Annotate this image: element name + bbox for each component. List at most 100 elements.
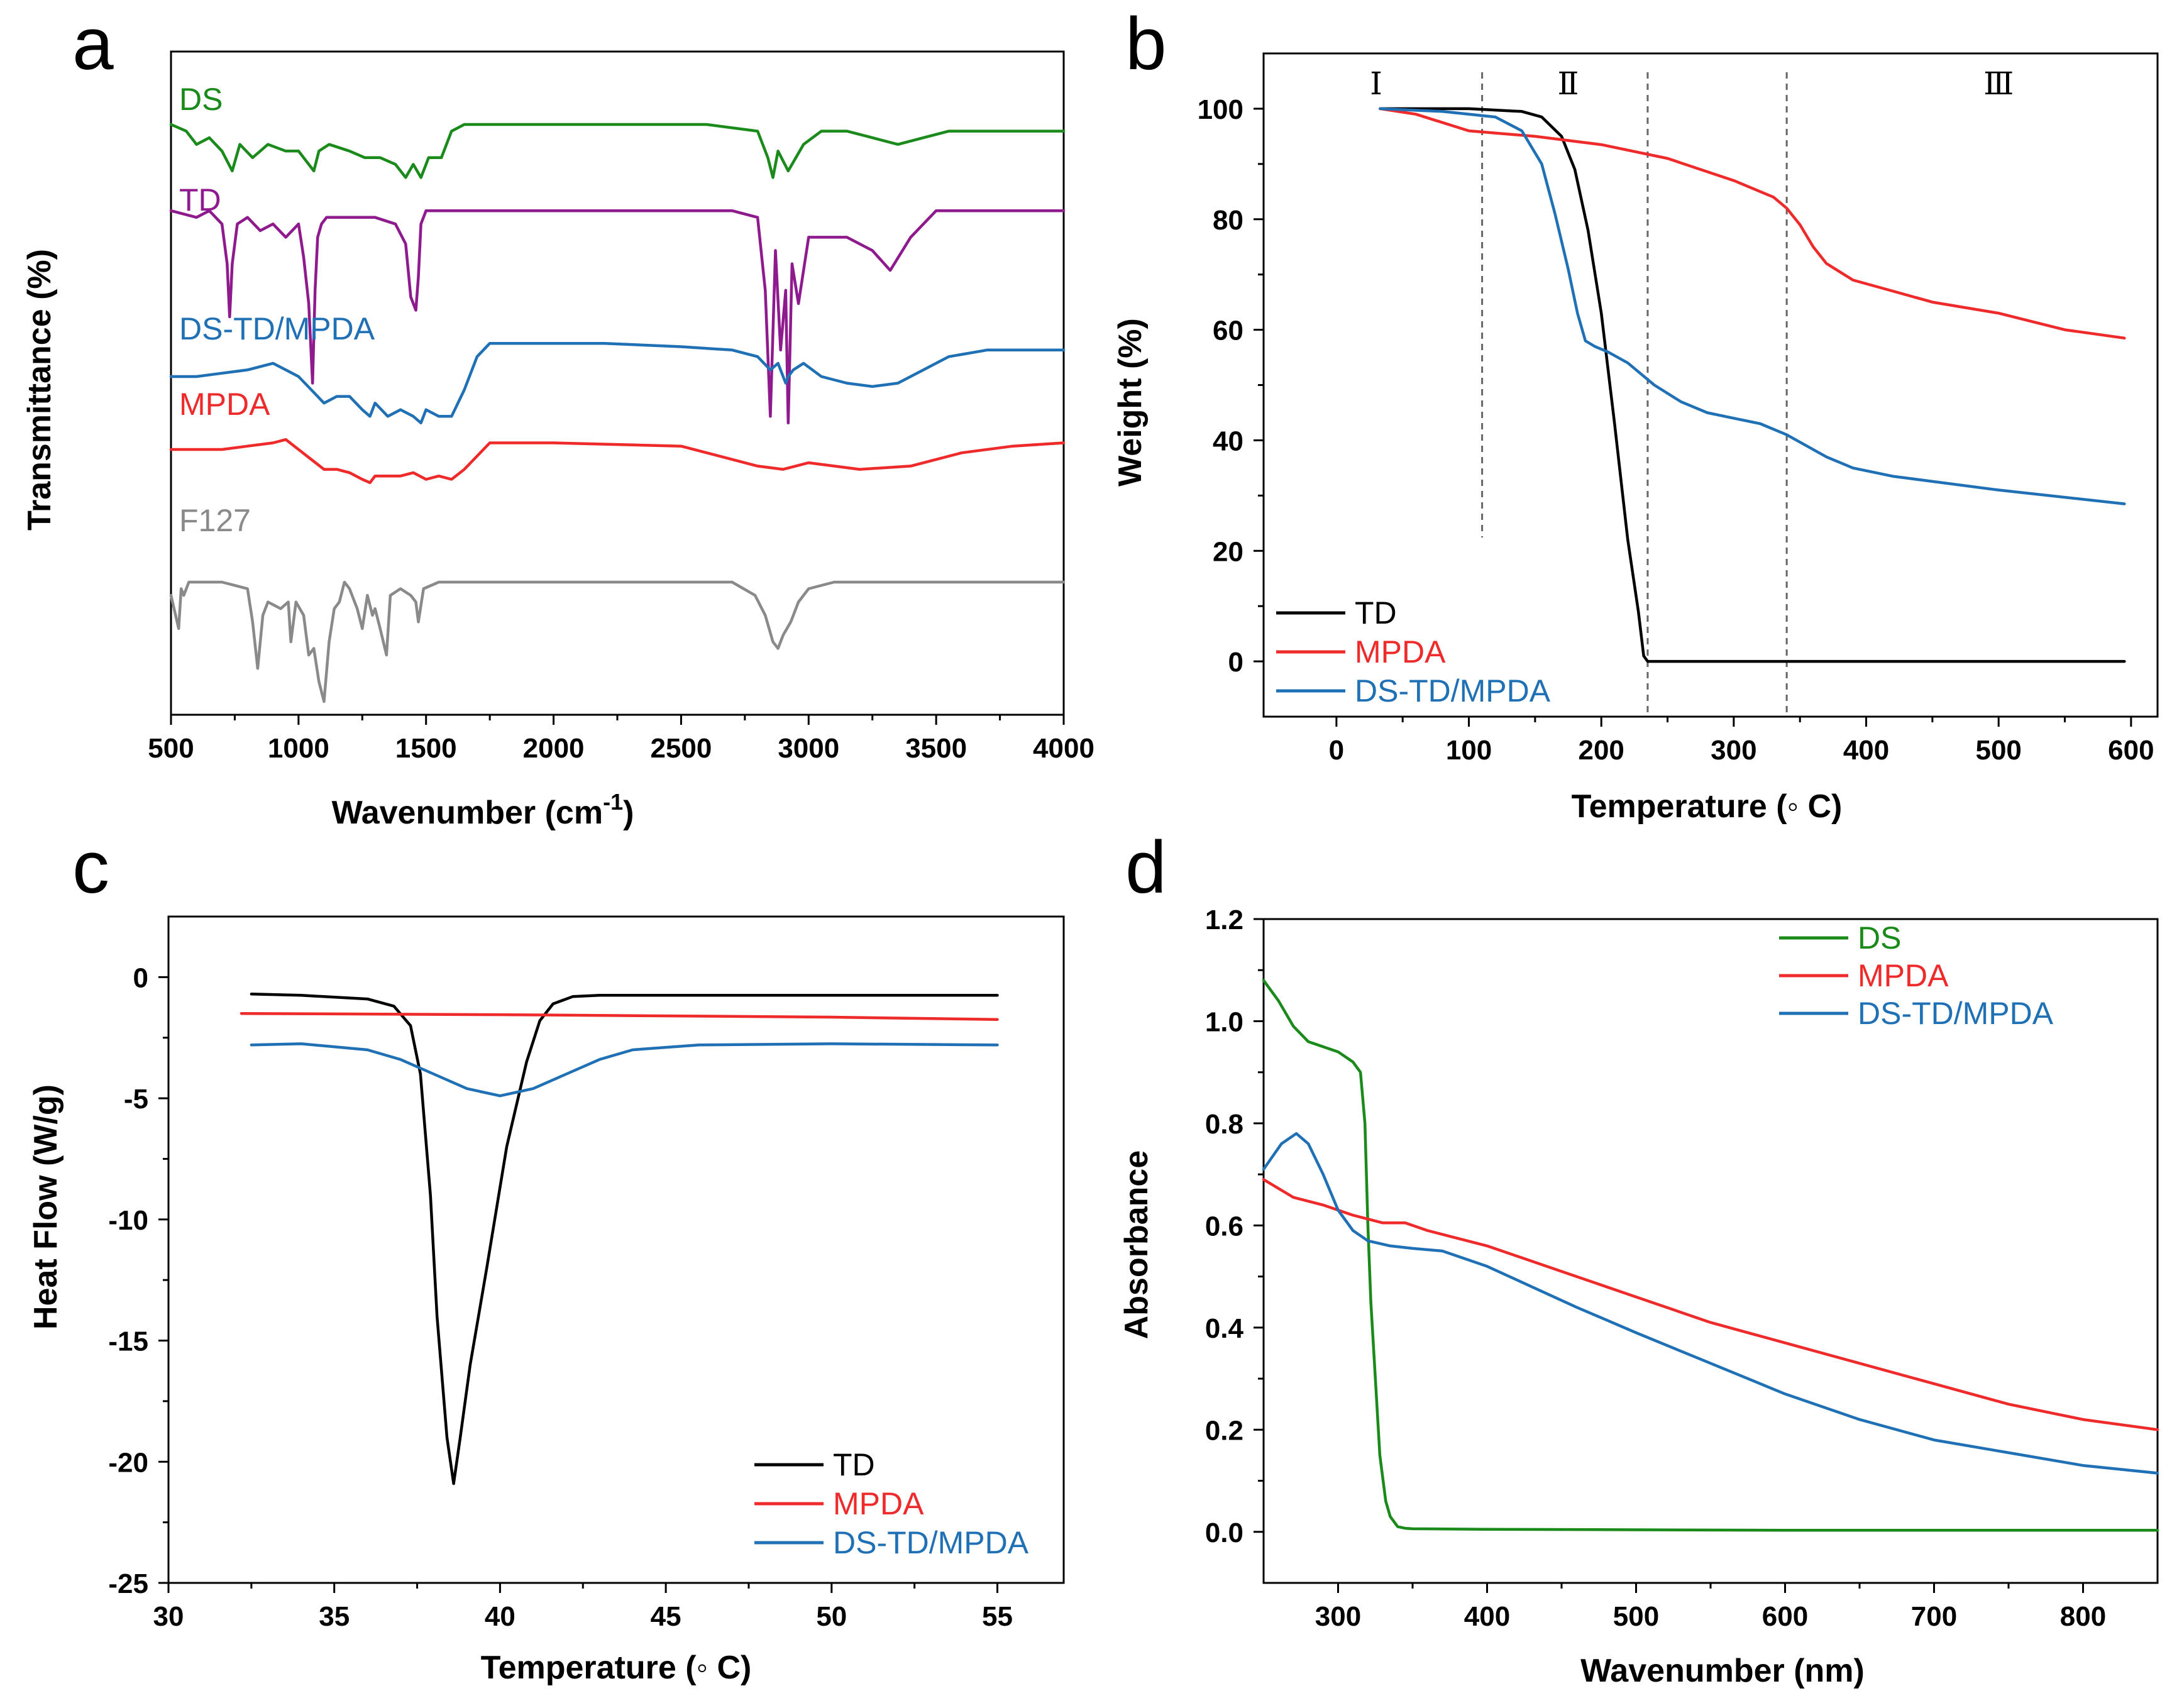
panel-b-x-tick-label: 300: [1711, 735, 1756, 766]
panel-d-legend-label: DS: [1858, 920, 1901, 956]
panel-d-series-mpda: [1262, 1178, 2159, 1431]
panel-a-series-f127: [169, 580, 1066, 703]
panel-c-x-tick-label: 55: [982, 1601, 1013, 1632]
panel-a-series-td: [169, 209, 1066, 425]
panel-c-y-tick-label: -10: [108, 1205, 148, 1236]
panel-c-legend-label: DS-TD/MPDA: [833, 1525, 1029, 1560]
panel-b-y-tick-label: 100: [1198, 94, 1243, 125]
panel-d-x-tick-label: 300: [1315, 1601, 1361, 1632]
panel-a-x-tick-label: 3000: [778, 733, 839, 764]
panel-d-x-tick-label: 500: [1613, 1601, 1659, 1632]
panel-b-x-tick-label: 500: [1975, 735, 2021, 766]
panel-b-y-tick-label: 80: [1213, 205, 1243, 236]
panel-b-y-tick-label: 60: [1213, 316, 1243, 346]
panel-d-y-tick-label: 0.8: [1205, 1109, 1243, 1140]
panel-a-series-label: F127: [179, 503, 251, 538]
panel-b-x-tick-label: 600: [2108, 735, 2154, 766]
panel-c-x-tick-label: 30: [153, 1601, 184, 1632]
panel-a-x-tick-label: 500: [148, 733, 194, 764]
panel-b: b 0 100 200 300 400 500 600 0 20 40 60 80 100 Ⅰ Ⅱ Ⅲ TDM…: [1112, 3, 2159, 825]
panel-c-legend-label: TD: [833, 1447, 875, 1482]
panel-d-y-tick-label: 1.2: [1205, 905, 1243, 935]
panel-letter-c: c: [72, 826, 109, 909]
panel-a-x-tick-label: 3500: [905, 733, 967, 764]
panel-d-x-tick-label: 700: [1911, 1601, 1957, 1632]
panel-c-series-td: [250, 993, 999, 1485]
panel-c-marks: TD MPDA DS-TD/MPDA: [240, 993, 1029, 1560]
panel-c-x-tick-label: 35: [319, 1601, 350, 1632]
panel-d-legend-label: DS-TD/MPDA: [1858, 996, 2054, 1031]
panel-b-axes: 0 100 200 300 400 500 600 0 20 40 60 80 100: [1198, 52, 2159, 766]
panel-a-series-mpda: [169, 438, 1066, 485]
panel-a-axes: 500 1000 1500 2000 2500 3000 3500 4000: [148, 50, 1094, 764]
panel-a-series-label: DS-TD/MPDA: [179, 311, 375, 346]
panel-b-legend-label: TD: [1355, 595, 1397, 631]
panel-d-x-tick-label: 800: [2060, 1601, 2106, 1632]
panel-b-y-tick-label: 40: [1213, 426, 1243, 456]
panel-b-legend-label: DS-TD/MPDA: [1355, 673, 1551, 708]
panel-c-x-tick-label: 50: [816, 1601, 847, 1632]
panel-b-region-label: Ⅰ: [1370, 66, 1382, 101]
panel-d-y-tick-label: 0.6: [1205, 1211, 1243, 1242]
panel-d-y-tick-label: 1.0: [1205, 1006, 1243, 1037]
panel-b-legend-label: MPDA: [1355, 634, 1446, 669]
panel-b-y-title: Weight (%): [1112, 318, 1149, 487]
panel-c-series-ds-td-mpda: [250, 1042, 999, 1098]
panel-a-series-label: MPDA: [179, 387, 270, 422]
panel-b-x-tick-label: 200: [1578, 735, 1624, 766]
panel-b-region-label: Ⅱ: [1558, 66, 1579, 101]
panel-a-marks: DS TD DS-TD/MPDA MPDA F127: [169, 82, 1066, 703]
panel-c-series-mpda: [240, 1011, 999, 1022]
panel-a-x-tick-label: 1000: [268, 733, 329, 764]
panel-a: a 500 1000 1500 2000 2500 3000 3500 4000 DSTDDS…: [21, 3, 1094, 831]
panel-d-y-title: Absorbance: [1118, 1150, 1155, 1340]
panel-d-x-tick-label: 400: [1464, 1601, 1510, 1632]
panel-c-y-title: Heat Flow (W/g): [28, 1084, 64, 1330]
panel-c-x-tick-label: 45: [651, 1601, 681, 1632]
panel-a-series-ds: [169, 123, 1066, 179]
panel-c-axes: 30 35 40 45 50 55 0 -5 -10 -15 -20 -25: [108, 915, 1065, 1632]
panel-d-y-tick-label: 0.2: [1205, 1415, 1243, 1446]
panel-d-x-tick-label: 600: [1762, 1601, 1808, 1632]
panel-d-series-ds-td-mpda: [1262, 1132, 2159, 1475]
panel-c-plot-frame: [167, 915, 1065, 1584]
panel-b-x-tick-label: 100: [1446, 735, 1492, 766]
panel-c-legend-label: MPDA: [833, 1486, 924, 1521]
panel-b-x-tick-label: 0: [1329, 735, 1344, 766]
panel-d-series-ds: [1262, 979, 2159, 1532]
panel-a-series-label: TD: [179, 182, 221, 218]
panel-a-x-tick-label: 4000: [1033, 733, 1094, 764]
panel-letter-d: d: [1125, 826, 1167, 909]
panel-d-legend-label: MPDA: [1858, 958, 1949, 993]
panel-letter-b: b: [1125, 3, 1167, 85]
panel-a-series-ds-td-mpda: [169, 341, 1066, 425]
panel-d-x-title: Wavenumber (nm): [1580, 1653, 1865, 1689]
panel-a-x-tick-label: 1500: [395, 733, 457, 764]
panel-b-y-tick-label: 20: [1213, 536, 1243, 567]
panel-c-x-tick-label: 40: [485, 1601, 515, 1632]
panel-a-series-label: DS: [179, 82, 223, 117]
panel-d-axes: 300 400 500 600 700 800 0.0 0.2 0.4 0.6 0.8 1.0 1.2: [1205, 905, 2159, 1632]
panel-d: d 300 400 500 600 700 800 0.0 0.2 0.4 0.6 0.8 1.0 1.…: [1118, 826, 2159, 1689]
panel-b-series-ds-td-mpda: [1379, 107, 2126, 505]
panel-b-x-title: Temperature (◦ C): [1572, 788, 1843, 825]
panel-a-y-title: Transmittance (%): [21, 249, 58, 531]
panel-d-y-tick-label: 0.4: [1205, 1313, 1244, 1344]
panel-c-y-tick-label: -20: [108, 1447, 148, 1478]
panel-a-x-title: Wavenumber (cm-1): [332, 789, 634, 831]
panel-c: c 30 35 40 45 50 55 0 -5 -10 -15 -20 -25 TD MPDA DS-T…: [28, 826, 1065, 1686]
panel-b-x-tick-label: 400: [1843, 735, 1889, 766]
panel-c-y-tick-label: -15: [108, 1326, 148, 1357]
panel-c-y-tick-label: 0: [133, 962, 148, 993]
panel-a-x-tick-label: 2500: [650, 733, 712, 764]
panel-c-x-title: Temperature (◦ C): [481, 1650, 752, 1686]
panel-c-y-tick-label: -5: [124, 1084, 148, 1115]
panel-d-y-tick-label: 0.0: [1205, 1518, 1243, 1548]
panel-letter-a: a: [72, 3, 114, 85]
panel-c-y-tick-label: -25: [108, 1568, 148, 1599]
panel-b-region-label: Ⅲ: [1983, 66, 2014, 101]
